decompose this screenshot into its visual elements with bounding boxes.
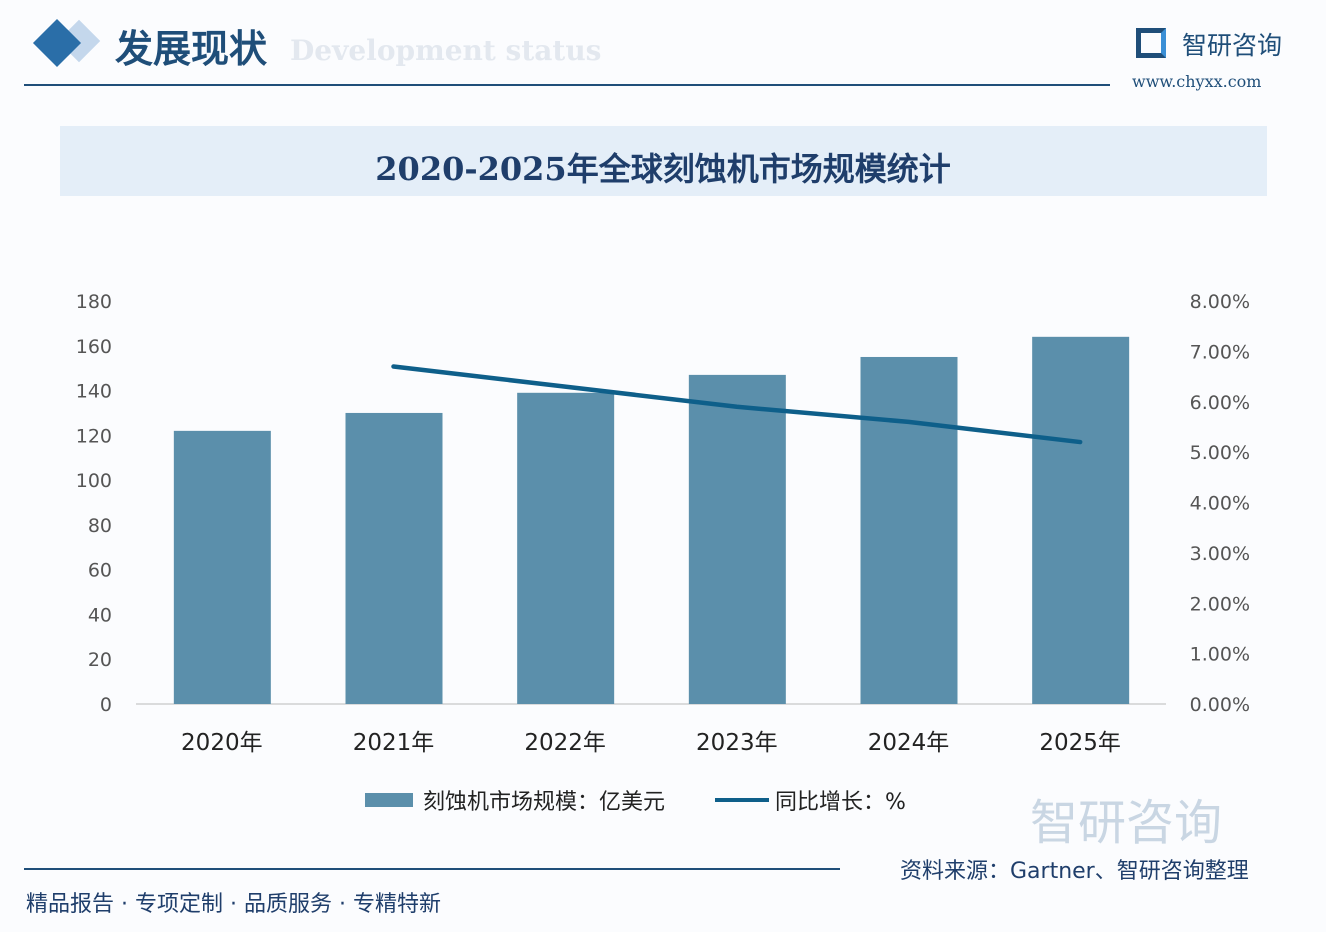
x-tick-label: 2022年 (524, 730, 606, 756)
chart: 0 20 40 60 80 100 120 140 160 180 0.00% 1.00% 2.00% 3… (76, 291, 1250, 756)
footer-divider (24, 868, 840, 870)
bar (860, 356, 958, 704)
x-tick-label: 2021年 (353, 730, 435, 756)
bar (688, 374, 786, 704)
bar (173, 430, 271, 704)
y2-tick-label: 6.00% (1190, 392, 1250, 414)
y2-tick-label: 0.00% (1190, 694, 1250, 716)
y-tick-label: 160 (76, 336, 112, 358)
bar (345, 412, 443, 704)
y-tick-label: 20 (88, 649, 112, 671)
y2-tick-label: 2.00% (1190, 593, 1250, 615)
bar (1032, 336, 1130, 704)
y-tick-label: 60 (88, 560, 112, 582)
y2-tick-label: 8.00% (1190, 291, 1250, 313)
growth-line (391, 364, 1083, 445)
watermark: 智研咨询 (1030, 795, 1223, 851)
x-tick-label: 2020年 (181, 730, 263, 756)
y2-tick-label: 3.00% (1190, 543, 1250, 565)
y-tick-label: 40 (88, 604, 112, 626)
header-title: 发展现状 (115, 26, 268, 71)
footer-slogan: 精品报告 · 专项定制 · 品质服务 · 专精特新 (26, 892, 441, 917)
legend-line-label: 同比增长：% (775, 790, 906, 815)
legend-bar-label: 刻蚀机市场规模：亿美元 (423, 790, 666, 815)
y2-tick-label: 5.00% (1190, 442, 1250, 464)
y-tick-label: 0 (100, 694, 112, 716)
y-tick-label: 80 (88, 515, 112, 537)
x-tick-label: 2025年 (1039, 730, 1121, 756)
y2-tick-label: 4.00% (1190, 493, 1250, 515)
logo-name: 智研咨询 (1182, 31, 1283, 60)
chart-title: 2020-2025年全球刻蚀机市场规模统计 (375, 150, 951, 188)
y-tick-label: 180 (76, 291, 112, 313)
source-note: 资料来源：Gartner、智研咨询整理 (900, 859, 1249, 884)
logo-url: www.chyxx.com (1132, 72, 1262, 91)
y-tick-label: 100 (76, 470, 112, 492)
bar (517, 392, 615, 704)
header-subtitle: Development status (290, 34, 602, 67)
y2-tick-label: 1.00% (1190, 644, 1250, 666)
legend-line-swatch (715, 798, 770, 802)
logo-icon (1136, 28, 1166, 58)
y2-tick-label: 7.00% (1190, 341, 1250, 363)
y-tick-label: 140 (76, 381, 112, 403)
x-tick-label: 2023年 (696, 730, 778, 756)
x-tick-label: 2024年 (868, 730, 950, 756)
title-band (60, 126, 1267, 196)
y-tick-label: 120 (76, 425, 112, 447)
legend: 刻蚀机市场规模：亿美元 同比增长：% (365, 784, 906, 816)
legend-bar-swatch (365, 793, 413, 807)
header-divider (24, 84, 1110, 86)
